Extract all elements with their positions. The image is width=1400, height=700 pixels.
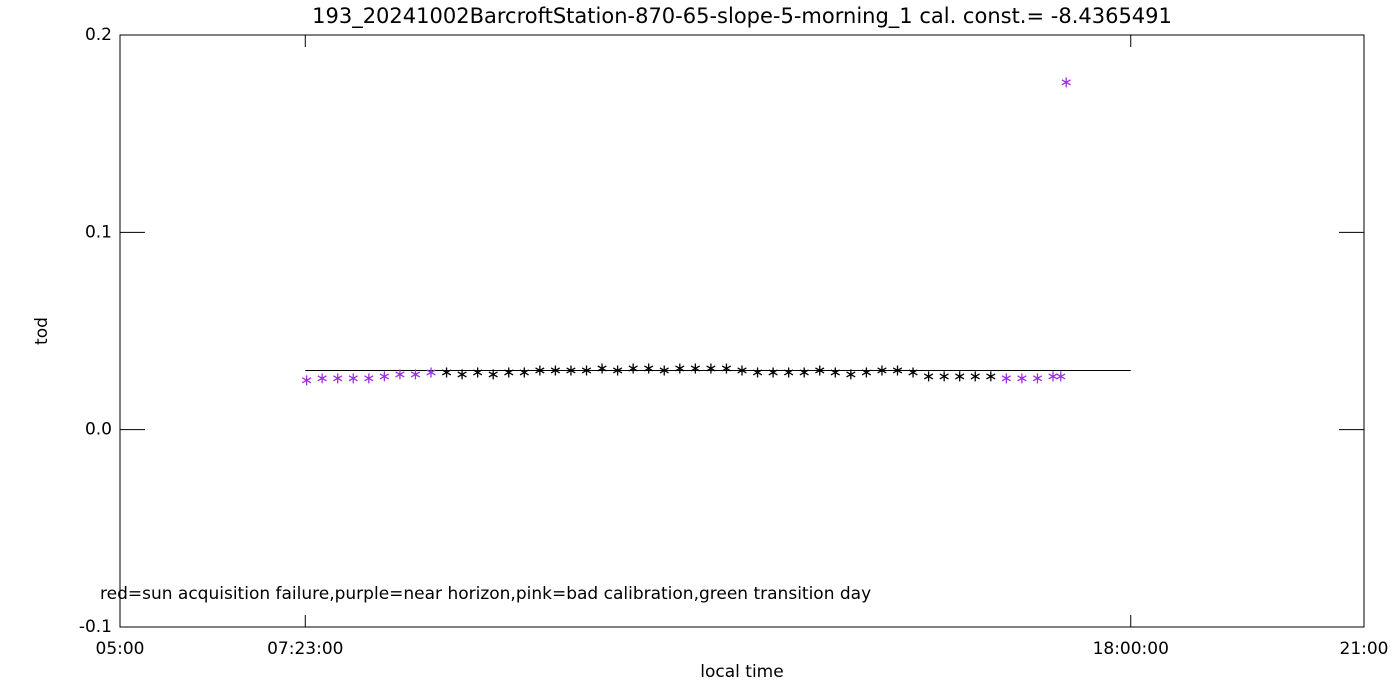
point bbox=[877, 365, 887, 376]
x-tick-label: 18:00:00 bbox=[1093, 639, 1169, 659]
x-tick-label: 07:23:00 bbox=[267, 639, 343, 659]
point bbox=[737, 365, 747, 376]
point bbox=[348, 373, 358, 384]
point bbox=[768, 367, 778, 378]
point bbox=[550, 365, 561, 376]
point bbox=[846, 369, 856, 380]
point bbox=[597, 363, 607, 374]
y-tick-label: 0.2 bbox=[85, 25, 112, 45]
point bbox=[301, 375, 312, 386]
point bbox=[581, 365, 592, 376]
point bbox=[364, 373, 374, 384]
point bbox=[690, 363, 701, 374]
y-tick-label: -0.1 bbox=[79, 617, 112, 637]
point bbox=[861, 367, 872, 378]
point bbox=[628, 363, 638, 374]
point bbox=[1061, 77, 1071, 88]
point bbox=[675, 363, 685, 374]
y-tick-label: 0.1 bbox=[85, 222, 112, 242]
point bbox=[1001, 373, 1012, 384]
point bbox=[644, 363, 654, 374]
x-tick-label: 05:00 bbox=[96, 639, 145, 659]
plot-frame bbox=[119, 34, 1365, 628]
x-axis-label: local time bbox=[700, 662, 783, 682]
point bbox=[659, 365, 669, 376]
point bbox=[799, 367, 809, 378]
y-tick-label: 0.0 bbox=[85, 420, 112, 440]
point bbox=[783, 367, 794, 378]
point bbox=[457, 369, 467, 380]
x-tick-label: 21:00 bbox=[1340, 639, 1389, 659]
point bbox=[986, 371, 996, 382]
point bbox=[612, 365, 623, 376]
point bbox=[892, 365, 903, 376]
point bbox=[706, 363, 716, 374]
point bbox=[752, 367, 763, 378]
point bbox=[410, 369, 421, 380]
point bbox=[566, 365, 576, 376]
point bbox=[395, 369, 405, 380]
point bbox=[1032, 373, 1043, 384]
point bbox=[815, 365, 825, 376]
point bbox=[426, 367, 436, 378]
point bbox=[955, 371, 965, 382]
point bbox=[970, 371, 980, 382]
point bbox=[441, 367, 452, 378]
point bbox=[1056, 371, 1066, 382]
point bbox=[504, 367, 514, 378]
point bbox=[488, 369, 498, 380]
point bbox=[317, 373, 327, 384]
point bbox=[1048, 371, 1058, 382]
point bbox=[923, 371, 934, 382]
point bbox=[1017, 373, 1027, 384]
point bbox=[519, 367, 529, 378]
chart-title: 193_20241002BarcroftStation-870-65-slope… bbox=[312, 4, 1172, 29]
point bbox=[472, 367, 483, 378]
point bbox=[830, 367, 840, 378]
point bbox=[333, 373, 343, 384]
y-axis-label: tod bbox=[32, 317, 52, 345]
point bbox=[379, 371, 390, 382]
annotation: red=sun acquisition failure,purple=near … bbox=[100, 584, 871, 604]
point bbox=[535, 365, 545, 376]
point bbox=[939, 371, 949, 382]
point bbox=[908, 367, 918, 378]
point bbox=[721, 363, 732, 374]
